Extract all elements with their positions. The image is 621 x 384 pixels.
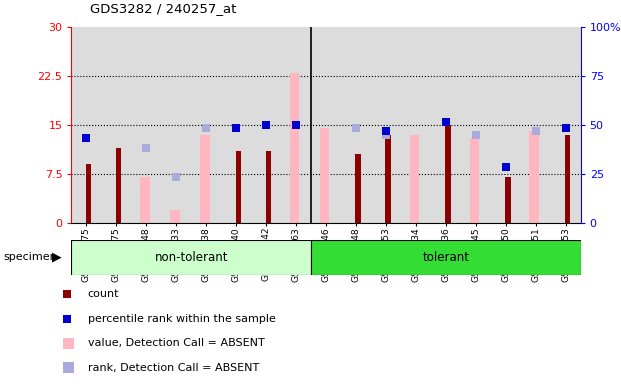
Bar	[71, 240, 311, 275]
Bar	[63, 362, 74, 373]
Bar	[371, 27, 401, 223]
Bar	[235, 151, 241, 223]
Bar	[170, 210, 179, 223]
Bar	[355, 154, 361, 223]
Bar	[431, 27, 461, 223]
Bar	[551, 27, 581, 223]
Bar	[445, 125, 451, 223]
Bar	[521, 27, 551, 223]
Bar	[131, 27, 161, 223]
Bar	[191, 27, 221, 223]
Text: non-tolerant: non-tolerant	[155, 251, 228, 264]
Bar	[221, 27, 251, 223]
Bar	[505, 177, 510, 223]
Bar	[469, 138, 479, 223]
Bar	[320, 128, 329, 223]
Bar	[290, 73, 299, 223]
Bar	[530, 131, 539, 223]
Text: GDS3282 / 240257_at: GDS3282 / 240257_at	[90, 2, 237, 15]
Bar	[251, 27, 281, 223]
Bar	[140, 177, 150, 223]
Bar	[311, 27, 341, 223]
Bar	[491, 27, 521, 223]
Bar	[386, 135, 391, 223]
Bar	[86, 164, 91, 223]
Bar	[200, 135, 209, 223]
Bar	[410, 135, 419, 223]
Text: ▶: ▶	[52, 251, 61, 264]
Bar	[281, 27, 311, 223]
Text: rank, Detection Call = ABSENT: rank, Detection Call = ABSENT	[88, 363, 259, 373]
Text: specimen: specimen	[3, 252, 57, 262]
Bar	[116, 148, 121, 223]
Bar	[71, 27, 101, 223]
Text: value, Detection Call = ABSENT: value, Detection Call = ABSENT	[88, 338, 265, 348]
Bar	[101, 27, 131, 223]
Bar	[461, 27, 491, 223]
Bar	[311, 240, 581, 275]
Text: count: count	[88, 290, 119, 300]
Text: percentile rank within the sample: percentile rank within the sample	[88, 314, 276, 324]
Bar	[401, 27, 431, 223]
Bar	[63, 338, 74, 349]
Bar	[565, 135, 571, 223]
Bar	[161, 27, 191, 223]
Text: tolerant: tolerant	[422, 251, 469, 264]
Bar	[341, 27, 371, 223]
Bar	[266, 151, 271, 223]
